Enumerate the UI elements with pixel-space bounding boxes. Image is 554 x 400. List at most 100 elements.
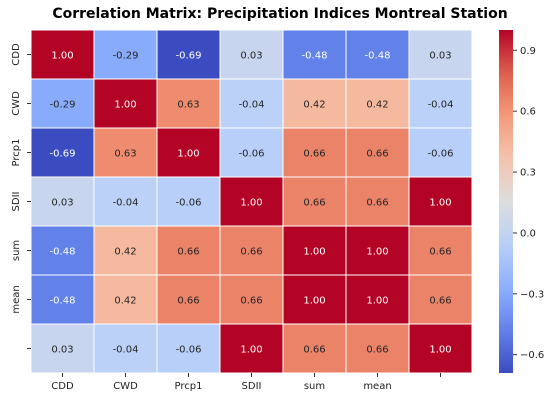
x-tick-label: SDII: [242, 381, 262, 392]
x-tick-label: mean: [363, 381, 391, 392]
heatmap-cell: [30, 323, 95, 374]
cell-value-label: 0.63: [177, 100, 199, 111]
y-tick-label: CDD: [11, 43, 22, 66]
colorbar-tick-label: −0.3: [520, 289, 544, 300]
heatmap-cell: [156, 78, 221, 129]
colorbar-tick-label: 0.3: [520, 168, 536, 179]
cell-value-label: 1.00: [366, 296, 388, 307]
heatmap-cells: 1.00 -0.29 -0.69 0.03 -0.48 -0.48 0.03 -0.29 1.0…: [30, 29, 473, 374]
cell-value-label: -0.48: [50, 247, 76, 258]
cell-value-label: -0.69: [176, 51, 202, 62]
cell-value-label: 1.00: [303, 247, 325, 258]
x-tick-label: CWD: [113, 381, 138, 392]
heatmap-cell: [156, 225, 221, 276]
cell-value-label: 0.66: [429, 247, 451, 258]
heatmap-cell: [408, 176, 473, 227]
y-tick-label: CWD: [11, 91, 22, 116]
cell-value-label: 0.66: [429, 296, 451, 307]
cell-value-label: 1.00: [51, 51, 73, 62]
cell-value-label: -0.04: [113, 345, 139, 356]
cell-value-label: 0.66: [240, 296, 262, 307]
heatmap-cell: [408, 78, 473, 129]
colorbar-ticks: 0.9 0.6 0.3 0.0 −0.3 −0.6: [513, 46, 544, 361]
cell-value-label: 0.66: [366, 149, 388, 160]
heatmap-cell: [30, 274, 95, 325]
heatmap-cell: [282, 78, 347, 129]
y-tick-label: Prcp1: [11, 139, 22, 167]
y-tick-label: SDII: [11, 192, 22, 212]
heatmap-cell: [408, 323, 473, 374]
cell-value-label: 0.42: [303, 100, 325, 111]
colorbar-tick-label: 0.6: [520, 107, 536, 118]
cell-value-label: 0.66: [366, 198, 388, 209]
cell-value-label: -0.04: [239, 100, 265, 111]
heatmap-cell: [30, 225, 95, 276]
cell-value-label: 0.42: [114, 296, 136, 307]
cell-value-label: -0.06: [176, 198, 202, 209]
x-tick-label: CDD: [51, 381, 74, 392]
heatmap-cell: [219, 274, 284, 325]
cell-value-label: 1.00: [429, 345, 451, 356]
heatmap-cell: [408, 274, 473, 325]
cell-value-label: -0.04: [428, 100, 454, 111]
cell-value-label: -0.29: [50, 100, 76, 111]
cell-value-label: 0.03: [51, 345, 73, 356]
cell-value-label: -0.48: [302, 51, 328, 62]
colorbar-tick-label: −0.6: [520, 350, 544, 361]
cell-value-label: 1.00: [303, 296, 325, 307]
cell-value-label: 0.66: [177, 247, 199, 258]
cell-value-label: -0.69: [50, 149, 76, 160]
heatmap-cell: [93, 274, 158, 325]
heatmap-cell: [93, 176, 158, 227]
cell-value-label: 0.03: [429, 51, 451, 62]
cell-value-label: -0.48: [50, 296, 76, 307]
colorbar-tick-label: 0.9: [520, 46, 536, 57]
cell-value-label: -0.06: [176, 345, 202, 356]
heatmap-cell: [345, 127, 410, 178]
heatmap-cell: [156, 127, 221, 178]
x-tick-labels: CDD CWD Prcp1 SDII sum mean: [51, 373, 441, 392]
heatmap-cell: [156, 29, 221, 80]
cell-value-label: 0.66: [303, 345, 325, 356]
heatmap-cell: [156, 323, 221, 374]
cell-value-label: 0.66: [366, 345, 388, 356]
cell-value-label: 0.66: [303, 149, 325, 160]
cell-value-label: 0.66: [177, 296, 199, 307]
heatmap-cell: [219, 127, 284, 178]
y-tick-label: mean: [11, 285, 22, 313]
cell-value-label: 1.00: [114, 100, 136, 111]
cell-value-label: 0.03: [51, 198, 73, 209]
cell-value-label: 0.66: [303, 198, 325, 209]
heatmap-cell: [282, 274, 347, 325]
cell-value-label: 1.00: [240, 345, 262, 356]
colorbar-tick-label: 0.0: [520, 228, 536, 239]
heatmap-cell: [30, 29, 95, 80]
heatmap-cell: [93, 29, 158, 80]
x-tick-label: Prcp1: [175, 381, 203, 392]
cell-value-label: -0.29: [113, 51, 139, 62]
cell-value-label: 0.03: [240, 51, 262, 62]
cell-value-label: 0.42: [114, 247, 136, 258]
y-tick-label: sum: [11, 240, 22, 261]
chart-title: Correlation Matrix: Precipitation Indice…: [52, 6, 507, 22]
heatmap-cell: [30, 176, 95, 227]
heatmap-cell: [345, 323, 410, 374]
cell-value-label: 1.00: [240, 198, 262, 209]
cell-value-label: -0.48: [365, 51, 391, 62]
heatmap-cell: [219, 323, 284, 374]
cell-value-label: 0.63: [114, 149, 136, 160]
heatmap-cell: [282, 127, 347, 178]
heatmap-cell: [408, 127, 473, 178]
cell-value-label: 1.00: [366, 247, 388, 258]
heatmap-cell: [282, 323, 347, 374]
colorbar: [499, 30, 513, 373]
heatmap-cell: [219, 176, 284, 227]
heatmap-cell: [93, 127, 158, 178]
cell-value-label: 1.00: [429, 198, 451, 209]
cell-value-label: -0.06: [239, 149, 265, 160]
heatmap-cell: [345, 176, 410, 227]
x-tick-label: sum: [304, 381, 325, 392]
heatmap-cell: [345, 29, 410, 80]
cell-value-label: -0.06: [428, 149, 454, 160]
